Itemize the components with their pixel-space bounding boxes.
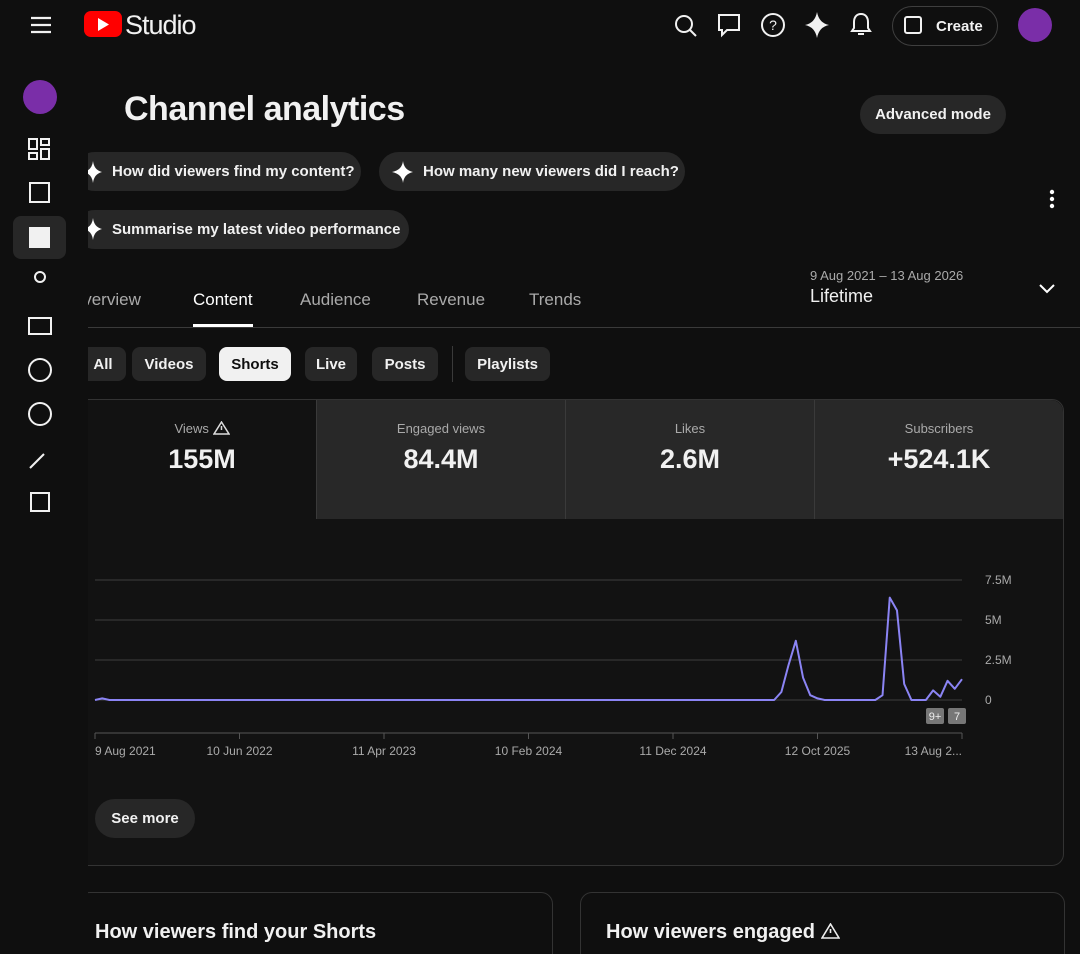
notifications-icon[interactable]	[850, 12, 872, 35]
y-tick-label: 2.5M	[985, 653, 1012, 667]
subtitles-icon[interactable]	[28, 317, 52, 335]
metric-tile[interactable]: Likes 2.6M	[566, 400, 815, 519]
filter-chip[interactable]: All	[88, 347, 126, 381]
tab[interactable]: Trends	[529, 290, 582, 309]
metric-value: 155M	[168, 444, 236, 474]
date-range[interactable]: 9 Aug 2021 – 13 Aug 2026	[810, 268, 964, 283]
x-tick-label: 13 Aug 2...	[905, 744, 962, 758]
warning-icon	[212, 420, 230, 435]
avatar[interactable]	[1018, 8, 1052, 42]
metric-label: Likes	[674, 421, 706, 436]
search-icon[interactable]	[675, 15, 697, 37]
card-title: How viewers engaged	[606, 921, 840, 944]
annotation-badge	[948, 708, 966, 724]
card-title: How viewers find your Shorts	[95, 921, 377, 943]
y-tick-label: 0	[985, 693, 992, 707]
tab[interactable]: Audience	[300, 290, 371, 309]
date-label[interactable]: Lifetime	[810, 286, 874, 306]
x-tick-label: 12 Oct 2025	[785, 744, 851, 758]
metric-tile[interactable]: Engaged views 84.4M	[317, 400, 566, 519]
channel-avatar[interactable]	[23, 80, 57, 114]
menu-button[interactable]	[31, 16, 51, 34]
copyright-icon[interactable]	[28, 358, 52, 382]
metric-tile-selected[interactable]: Views 155M	[88, 400, 317, 519]
chart: 0 2.5M 5M 7.5M 9 Aug 2021 10 Jun 2022 11 Apr 2…	[94, 573, 1012, 758]
y-tick-label: 7.5M	[985, 573, 1012, 587]
divider	[88, 327, 1080, 328]
annotation-label: 9+	[929, 711, 942, 723]
content-icon[interactable]	[29, 182, 50, 203]
x-tick-label: 9 Aug 2021	[95, 744, 156, 758]
metric-value: +524.1K	[887, 444, 991, 474]
create-label[interactable]: Create	[936, 18, 983, 35]
tab-selected[interactable]: Content	[193, 290, 253, 309]
filter-chip[interactable]: Live	[305, 347, 357, 381]
earn-icon[interactable]	[28, 402, 52, 426]
sparkle	[88, 161, 102, 183]
dashboard-icon[interactable]	[28, 138, 50, 160]
x-tick-label: 10 Jun 2022	[206, 744, 272, 758]
card	[88, 892, 553, 954]
tab[interactable]: Overview	[88, 290, 141, 309]
page-title: Channel analytics	[124, 90, 405, 128]
top-bar: Studio ? Create	[31, 6, 1052, 46]
filter-chip[interactable]: Posts	[372, 347, 438, 381]
feedback-icon[interactable]	[718, 14, 740, 38]
chip-divider	[452, 346, 453, 382]
annotation-badge	[926, 708, 944, 724]
tab[interactable]: Revenue	[417, 290, 486, 309]
filter-chip[interactable]: Playlists	[465, 347, 550, 381]
sparkle	[88, 218, 102, 240]
y-tick-label: 5M	[985, 613, 1002, 627]
metric-value: 2.6M	[659, 444, 721, 474]
sidebar	[13, 80, 66, 512]
suggestion[interactable]: How many new viewers did I reach?	[379, 152, 685, 191]
metric-value: 84.4M	[403, 444, 479, 474]
suggestion[interactable]: Summarise my latest video performance	[88, 210, 409, 249]
metric-label: Views	[174, 421, 209, 436]
warning-icon	[820, 922, 840, 939]
community-icon[interactable]	[34, 271, 46, 283]
more-button[interactable]	[1046, 188, 1058, 210]
help-icon[interactable]: ?	[761, 13, 785, 37]
annotation-label: 7	[954, 711, 960, 723]
card	[580, 892, 1065, 954]
filter-chip-selected[interactable]: Shorts	[219, 347, 291, 381]
sparkles	[88, 161, 413, 240]
customization-icon[interactable]	[29, 453, 45, 469]
analytics-icon[interactable]	[29, 227, 50, 248]
metric-label: Engaged views	[396, 421, 486, 436]
metric-tile[interactable]: Subscribers +524.1K	[815, 400, 1063, 519]
x-tick-label: 10 Feb 2024	[495, 744, 563, 758]
advanced-mode-button[interactable]: Advanced mode	[860, 95, 1006, 134]
create-button[interactable]	[892, 6, 998, 46]
logo-text[interactable]: Studio	[125, 10, 197, 40]
suggestion[interactable]: How did viewers find my content?	[88, 152, 361, 191]
see-more-button[interactable]: See more	[95, 799, 195, 838]
audio-icon[interactable]	[30, 492, 50, 512]
date-dropdown[interactable]	[1038, 282, 1056, 296]
line	[94, 596, 963, 701]
svg-text:?: ?	[769, 17, 777, 33]
filter-chip[interactable]: Videos	[132, 347, 206, 381]
tab-underline	[193, 324, 253, 327]
x-tick-label: 11 Apr 2023	[352, 744, 416, 758]
main: Channel analytics Advanced mode How did …	[88, 0, 1080, 954]
logo-play	[98, 18, 109, 31]
x-tick-label: 11 Dec 2024	[639, 744, 706, 758]
card-title-text: How viewers engaged	[606, 921, 815, 943]
sparkle	[392, 161, 413, 183]
create-icon	[904, 16, 922, 34]
metric-label: Subscribers	[904, 421, 974, 436]
ai-icon[interactable]	[805, 12, 829, 38]
